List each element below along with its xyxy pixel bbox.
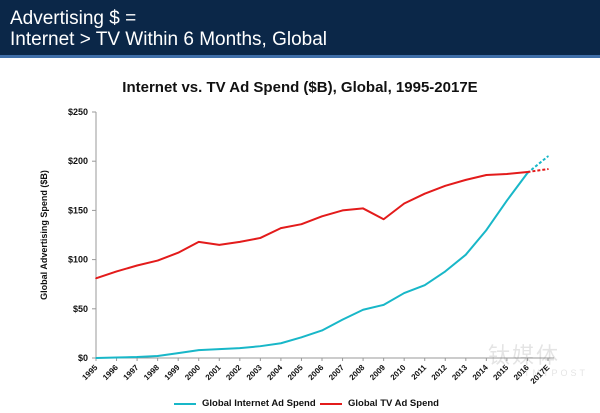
x-tick-label: 2006 bbox=[306, 363, 325, 382]
legend-item-internet: Global Internet Ad Spend bbox=[174, 398, 316, 409]
x-tick-label: 2007 bbox=[327, 363, 346, 382]
header-divider bbox=[0, 55, 600, 58]
chart-title: Internet vs. TV Ad Spend ($B), Global, 1… bbox=[122, 79, 478, 96]
x-tick-label: 2013 bbox=[450, 363, 469, 382]
tv-data-point bbox=[403, 202, 405, 205]
tv-data-point bbox=[506, 173, 508, 175]
legend-swatch-tv bbox=[320, 402, 342, 405]
x-tick-label: 2005 bbox=[286, 363, 305, 382]
x-tick-label: 2010 bbox=[389, 363, 408, 382]
internet-ad-spend-line bbox=[95, 172, 529, 359]
internet-data-point bbox=[403, 292, 405, 294]
internet-data-point bbox=[239, 347, 241, 349]
tv-data-point bbox=[156, 259, 159, 262]
x-tick-label: 1996 bbox=[101, 363, 120, 382]
internet-data-point bbox=[547, 155, 549, 158]
y-tick-label: $250 bbox=[68, 107, 88, 117]
internet-data-point bbox=[95, 357, 97, 359]
x-tick-label: 2001 bbox=[204, 363, 223, 382]
x-tick-label: 1998 bbox=[142, 363, 161, 382]
tv-data-point bbox=[239, 241, 241, 243]
x-tick-label: 1999 bbox=[163, 363, 182, 382]
tv-data-point bbox=[362, 207, 364, 210]
internet-data-point bbox=[300, 336, 303, 339]
internet-data-point bbox=[321, 329, 323, 332]
watermark-logo: 钛媒体 TMTPOST bbox=[488, 338, 588, 378]
legend-label-tv: Global TV Ad Spend bbox=[348, 398, 439, 409]
tv-ad-spend-line-estimate bbox=[527, 168, 549, 174]
header-title-line1: Advertising $ = bbox=[10, 8, 137, 29]
internet-data-point bbox=[382, 304, 385, 306]
tv-data-point bbox=[218, 244, 221, 246]
x-tick-label: 2002 bbox=[224, 363, 243, 382]
tv-data-point bbox=[280, 227, 282, 229]
tv-data-point bbox=[177, 251, 179, 254]
tv-data-point bbox=[423, 192, 426, 195]
tv-data-point bbox=[547, 168, 549, 170]
tv-data-point bbox=[444, 185, 447, 187]
watermark-chinese: 钛媒体 bbox=[488, 344, 561, 369]
chart-legend: Global Internet Ad Spend Global TV Ad Sp… bbox=[0, 398, 600, 412]
header-title: Advertising $ = Internet > TV Within 6 M… bbox=[10, 8, 327, 50]
internet-data-point bbox=[506, 199, 508, 202]
internet-data-point bbox=[341, 318, 344, 321]
tv-data-point bbox=[321, 215, 323, 218]
internet-data-point bbox=[362, 308, 364, 311]
internet-ad-spend-line-estimate bbox=[526, 155, 549, 174]
tv-data-point bbox=[485, 174, 488, 176]
tv-data-point bbox=[136, 264, 138, 267]
x-tick-label: 2004 bbox=[265, 363, 284, 382]
header-banner: Advertising $ = Internet > TV Within 6 M… bbox=[0, 0, 600, 55]
x-tick-label: 1997 bbox=[122, 363, 141, 382]
x-tick-label: 2011 bbox=[410, 363, 429, 382]
internet-data-point bbox=[177, 352, 179, 354]
y-tick-label: $0 bbox=[78, 353, 88, 363]
internet-data-point bbox=[156, 355, 159, 357]
internet-data-point bbox=[197, 349, 200, 351]
y-tick-label: $50 bbox=[73, 304, 88, 314]
tv-data-point bbox=[526, 171, 529, 173]
tv-ad-spend-line bbox=[95, 171, 528, 280]
tv-data-point bbox=[382, 218, 385, 221]
legend-swatch-internet bbox=[174, 402, 196, 405]
x-tick-label: 2003 bbox=[245, 363, 264, 382]
internet-data-point bbox=[115, 356, 118, 359]
internet-data-point bbox=[280, 342, 282, 345]
x-tick-label: 2008 bbox=[348, 363, 367, 382]
x-tick-label: 2009 bbox=[368, 363, 387, 382]
internet-data-point bbox=[465, 253, 467, 256]
y-tick-label: $150 bbox=[68, 205, 88, 215]
tv-data-point bbox=[259, 237, 262, 239]
internet-data-point bbox=[444, 270, 447, 273]
x-tick-label: 2012 bbox=[430, 363, 449, 382]
tv-data-point bbox=[300, 223, 303, 225]
x-tick-label: 1995 bbox=[80, 363, 99, 382]
internet-data-point bbox=[423, 284, 426, 286]
header-title-line2: Internet > TV Within 6 Months, Global bbox=[10, 29, 327, 50]
y-tick-label: $100 bbox=[68, 255, 88, 265]
internet-data-point bbox=[259, 345, 262, 347]
legend-item-tv: Global TV Ad Spend bbox=[320, 398, 439, 409]
tv-data-point bbox=[197, 241, 200, 243]
y-tick-label: $200 bbox=[68, 156, 88, 166]
legend-label-internet: Global Internet Ad Spend bbox=[202, 398, 316, 409]
tv-data-point bbox=[465, 179, 467, 181]
tv-data-point bbox=[341, 209, 344, 212]
watermark-english: TMTPOST bbox=[524, 368, 588, 378]
x-tick-label: 2000 bbox=[183, 363, 202, 382]
internet-data-point bbox=[485, 229, 488, 231]
internet-data-point bbox=[136, 356, 138, 358]
tv-data-point bbox=[95, 277, 97, 280]
tv-data-point bbox=[115, 270, 118, 273]
internet-data-point bbox=[218, 348, 221, 350]
